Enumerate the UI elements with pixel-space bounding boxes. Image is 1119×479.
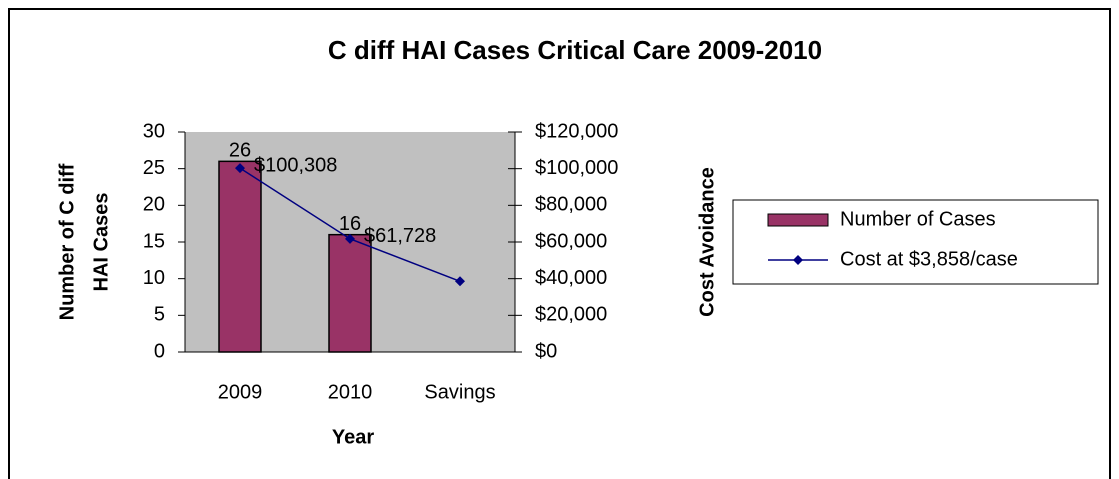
- chart-title: C diff HAI Cases Critical Care 2009-2010: [328, 35, 822, 65]
- y2-tick-label: $80,000: [535, 194, 607, 216]
- y-tick-label: 25: [143, 157, 165, 179]
- y2-axis-title: Cost Avoidance: [696, 167, 718, 317]
- y-tick-label: 30: [143, 120, 165, 142]
- data-label: $100,308: [254, 154, 337, 176]
- line-marker: [455, 276, 465, 287]
- x-tick-label: Savings: [424, 381, 495, 403]
- y-tick-label: 15: [143, 230, 165, 252]
- line-marker: [345, 233, 355, 244]
- y-tick-label: 10: [143, 267, 165, 289]
- legend-label: Cost at $3,858/case: [840, 248, 1018, 270]
- y2-tick-label: $0: [535, 340, 557, 362]
- y2-tick-label: $100,000: [535, 157, 618, 179]
- y-tick-label: 0: [154, 340, 165, 362]
- x-tick-label: 2009: [218, 381, 263, 403]
- y2-tick-label: $60,000: [535, 230, 607, 252]
- bar: [218, 160, 262, 353]
- legend-marker: [793, 255, 803, 265]
- y-axis-title: Number of C diff HAI Cases: [56, 163, 112, 320]
- y-tick-label: 20: [143, 194, 165, 216]
- data-label: 26: [229, 140, 251, 162]
- legend-label: Number of Cases: [840, 208, 996, 230]
- legend-swatch: [767, 213, 829, 227]
- x-axis-title: Year: [332, 426, 374, 448]
- y-tick-label: 5: [154, 304, 165, 326]
- y2-tick-label: $120,000: [535, 120, 618, 142]
- y-axis-title-line: HAI Cases: [90, 193, 112, 292]
- chart-frame: [8, 8, 1111, 479]
- y2-tick-label: $40,000: [535, 267, 607, 289]
- line-marker: [235, 163, 245, 174]
- bar: [328, 233, 372, 353]
- data-label: $61,728: [364, 225, 436, 247]
- y2-tick-label: $20,000: [535, 304, 607, 326]
- y-axis-title-line: Number of C diff: [56, 163, 78, 320]
- x-tick-label: 2010: [328, 381, 373, 403]
- data-label: 16: [339, 213, 361, 235]
